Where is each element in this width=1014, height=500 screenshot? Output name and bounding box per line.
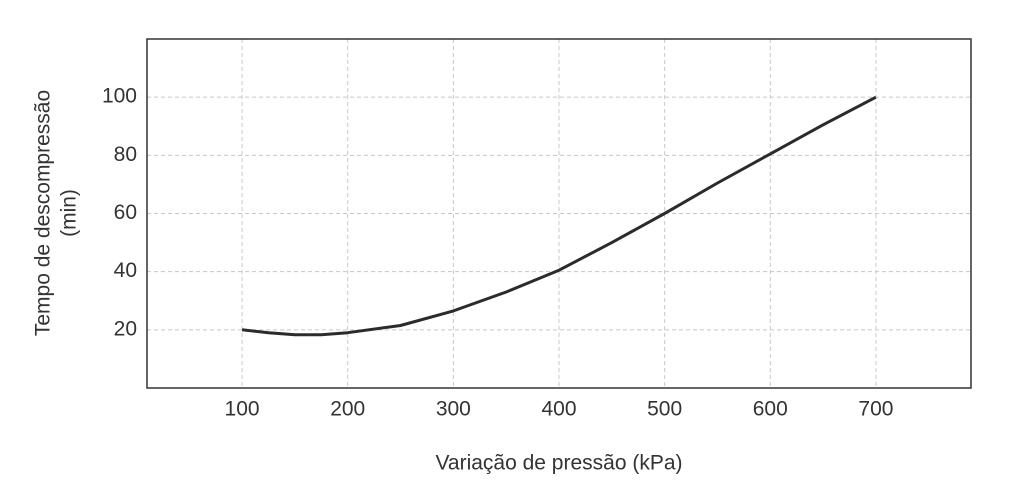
y-tick-label: 40 bbox=[114, 259, 137, 282]
x-tick-label: 600 bbox=[753, 398, 788, 421]
x-tick-label: 700 bbox=[858, 398, 893, 421]
x-tick-label: 500 bbox=[647, 398, 682, 421]
plot-frame bbox=[146, 38, 972, 389]
y-tick-label: 100 bbox=[102, 85, 137, 108]
data-line bbox=[241, 95, 877, 337]
y-tick-label: 60 bbox=[114, 201, 137, 224]
x-tick-label: 300 bbox=[436, 398, 471, 421]
y-tick-label: 80 bbox=[114, 143, 137, 166]
y-axis-label: Tempo de descompressão bbox=[32, 90, 55, 336]
x-tick-label: 100 bbox=[225, 398, 260, 421]
x-axis-label: Variação de pressão (kPa) bbox=[435, 452, 682, 475]
y-axis-label: (min) bbox=[58, 189, 81, 237]
x-tick-label: 400 bbox=[541, 398, 576, 421]
y-tick-label: 20 bbox=[114, 317, 137, 340]
x-tick-label: 200 bbox=[330, 398, 365, 421]
